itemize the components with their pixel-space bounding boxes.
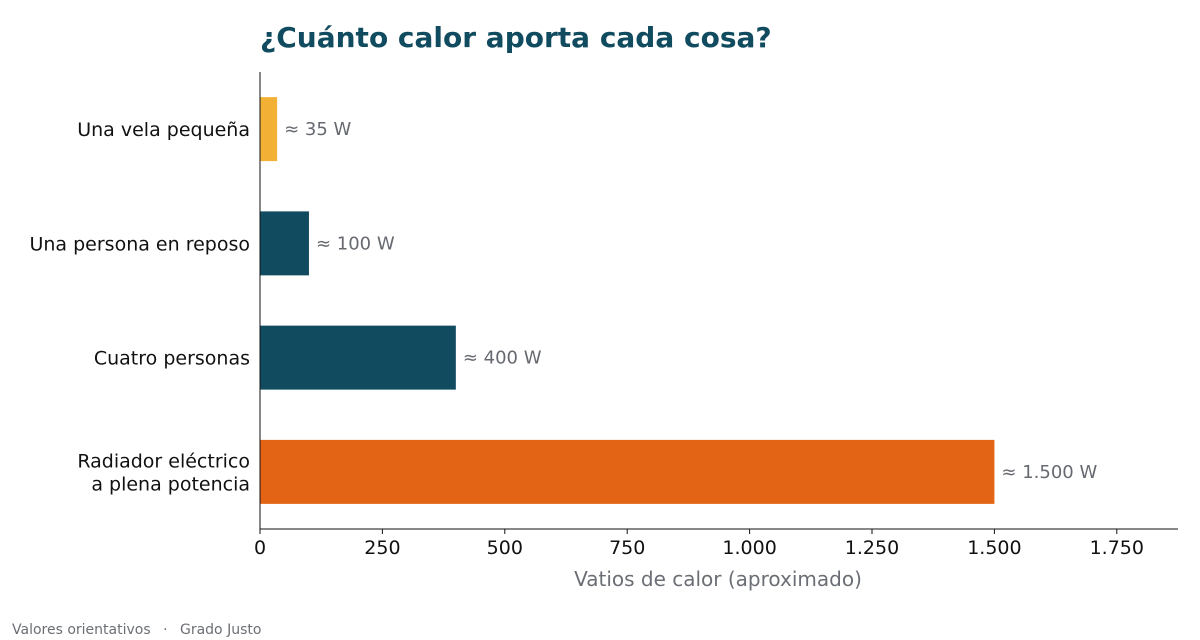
category-label-line: Cuatro personas bbox=[94, 348, 250, 370]
category-label: Una persona en reposo bbox=[29, 233, 250, 255]
bar-value-label: ≈ 1.500 W bbox=[1001, 462, 1097, 483]
category-label: Cuatro personas bbox=[94, 348, 250, 370]
chart-title: ¿Cuánto calor aporta cada cosa? bbox=[260, 21, 772, 54]
category-labels-group: Una vela pequeña Una persona en reposo Cua… bbox=[29, 119, 250, 495]
x-tick-label: 750 bbox=[609, 537, 645, 559]
x-tick-label: 1.250 bbox=[845, 537, 899, 559]
footer-note: Valores orientativos · Grado Justo bbox=[12, 622, 261, 638]
x-ticks-group: 0 250 500 750 1.000 1.250 1.500 1.750 bbox=[254, 529, 1144, 559]
bar bbox=[260, 97, 278, 162]
category-label-line: Una persona en reposo bbox=[29, 233, 250, 255]
x-tick-label: 250 bbox=[364, 537, 400, 559]
value-labels-group: ≈ 35 W ≈ 100 W ≈ 400 W ≈ 1.500 W bbox=[284, 119, 1097, 483]
x-tick-label: 1.500 bbox=[967, 537, 1021, 559]
footer-separator: · bbox=[163, 622, 167, 638]
x-tick-label: 0 bbox=[254, 537, 266, 559]
x-tick-label: 1.750 bbox=[1090, 537, 1144, 559]
bar-value-label: ≈ 100 W bbox=[316, 233, 395, 254]
x-tick-label: 500 bbox=[487, 537, 523, 559]
category-label: Radiador eléctrico a plena potencia bbox=[77, 450, 250, 495]
x-tick-label: 1.000 bbox=[722, 537, 776, 559]
bar bbox=[260, 439, 995, 504]
footer-brand: Grado Justo bbox=[180, 622, 261, 638]
category-label-line: Una vela pequeña bbox=[77, 119, 250, 141]
x-axis-label: Vatios de calor (aproximado) bbox=[574, 567, 862, 591]
bars-group bbox=[260, 97, 995, 504]
bar bbox=[260, 325, 456, 390]
bar-value-label: ≈ 400 W bbox=[463, 348, 542, 369]
category-label: Una vela pequeña bbox=[77, 119, 250, 141]
category-label-line: a plena potencia bbox=[91, 473, 250, 495]
category-label-line: Radiador eléctrico bbox=[77, 450, 250, 472]
bar bbox=[260, 211, 309, 276]
bar-value-label: ≈ 35 W bbox=[284, 119, 351, 140]
footer-note-text: Valores orientativos bbox=[12, 622, 151, 638]
